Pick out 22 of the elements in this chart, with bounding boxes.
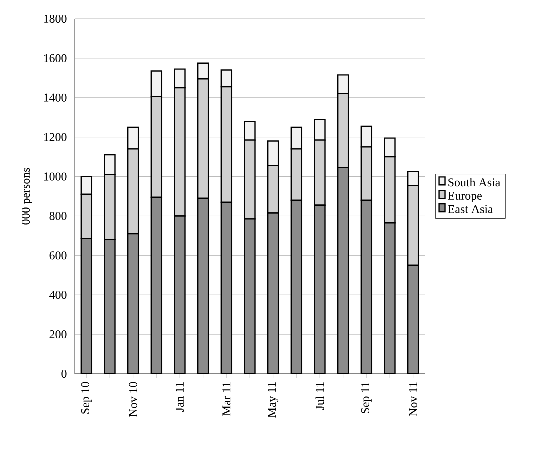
y-tick-label: 1200 [44,133,67,142]
y-tick-label: 200 [50,330,67,339]
legend-label: Europe [448,192,482,202]
x-tick-label: Jul 11 [316,382,324,410]
y-tick-label: 1600 [44,54,67,62]
y-tick-label: 0 [62,370,67,378]
x-tick-label: Sep 10 [81,382,92,414]
y-tick-label: 1000 [44,172,67,181]
y-tick-label: 1400 [44,94,67,102]
x-tick-label: Jan 11 [176,382,184,412]
legend-label: South Asia [448,178,500,187]
y-tick-label: 600 [50,252,67,260]
x-tick-label: Sep 11 [361,382,372,414]
x-tick-label: Mar 11 [222,382,231,416]
x-tick-label: Nov 10 [129,382,138,417]
x-tick-label: May 11 [268,382,279,418]
y-axis-title: 000 persons [22,168,32,225]
y-tick-label: 800 [50,212,67,220]
legend-label: East Asia [448,205,494,214]
y-tick-label: 1800 [44,14,67,24]
y-tick-label: 400 [50,291,67,300]
x-tick-label: Nov 11 [409,382,418,417]
